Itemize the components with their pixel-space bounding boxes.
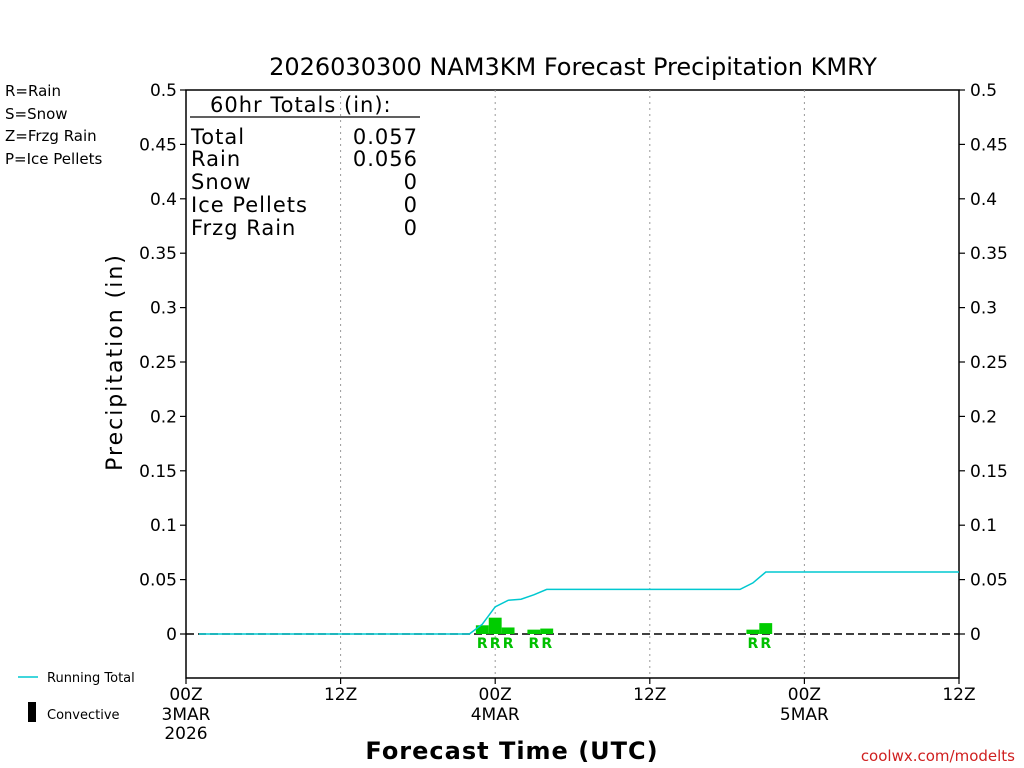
y-tick-label-right: 0.45 xyxy=(970,135,1008,155)
y-tick-label-left: 0.25 xyxy=(139,353,177,373)
y-tick-label-right: 0 xyxy=(970,625,981,645)
totals-value-frzg-rain: 0 xyxy=(404,216,418,240)
precip-bars xyxy=(475,617,773,634)
credit-text: coolwx.com/modelts xyxy=(861,747,1015,765)
x-tick-date: 3MAR xyxy=(162,705,211,725)
precip-bar xyxy=(527,629,541,634)
y-tick-label-right: 0.35 xyxy=(970,244,1008,264)
y-tick-label-right: 0.3 xyxy=(970,299,997,319)
plot-frame xyxy=(185,89,960,679)
y-tick-label-left: 0.05 xyxy=(139,571,177,591)
precip-type-label: R xyxy=(503,636,514,652)
y-axis-right: 0.5 0.45 0.4 0.35 0.3 0.25 0.2 0.15 0.1 0.05 0 xyxy=(959,81,1008,645)
y-tick-label-right: 0.4 xyxy=(970,190,997,210)
grid-lines xyxy=(340,90,805,678)
y-tick-label-right: 0.05 xyxy=(970,571,1008,591)
x-tick-label: 00Z xyxy=(788,685,821,705)
series-legend: Running Total Convective xyxy=(18,671,135,723)
y-tick-label-left: 0.15 xyxy=(139,462,177,482)
precip-bar xyxy=(540,628,554,634)
y-tick-label-left: 0.4 xyxy=(150,190,177,210)
x-tick-label: 00Z xyxy=(169,685,202,705)
totals-value-rain: 0.056 xyxy=(353,147,418,171)
y-tick-label-right: 0.5 xyxy=(970,81,997,101)
y-tick-label-right: 0.25 xyxy=(970,353,1008,373)
precip-bar xyxy=(501,627,515,634)
precip-bar xyxy=(759,623,773,634)
x-tick-label: 12Z xyxy=(324,685,357,705)
convective-swatch xyxy=(28,702,36,722)
y-tick-label-right: 0.15 xyxy=(970,462,1008,482)
x-tick-date: 4MAR xyxy=(471,705,520,725)
legend-rain: R=Rain xyxy=(5,82,61,100)
type-legend: R=Rain S=Snow Z=Frzg Rain P=Ice Pellets xyxy=(5,82,102,168)
y-tick-label-right: 0.1 xyxy=(970,516,997,536)
totals-value-snow: 0 xyxy=(404,170,418,194)
totals-label-total: Total xyxy=(190,125,245,149)
y-tick-label-left: 0 xyxy=(166,625,177,645)
x-tick-year: 2026 xyxy=(164,724,207,744)
totals-label-ice-pellets: Ice Pellets xyxy=(191,193,308,217)
precip-type-label: R xyxy=(541,636,552,652)
precip-type-label: R xyxy=(760,636,771,652)
precip-type-label: R xyxy=(528,636,539,652)
y-tick-label-left: 0.1 xyxy=(150,516,177,536)
y-tick-label-left: 0.2 xyxy=(150,407,177,427)
y-tick-label-left: 0.3 xyxy=(150,299,177,319)
x-tick-label: 12Z xyxy=(942,685,975,705)
running-total-legend-label: Running Total xyxy=(47,671,135,686)
y-axis-title: Precipitation (in) xyxy=(103,253,128,471)
x-axis-title: Forecast Time (UTC) xyxy=(365,737,658,765)
precip-type-label: R xyxy=(490,636,501,652)
y-tick-label-left: 0.5 xyxy=(150,81,177,101)
precip-type-label: R xyxy=(747,636,758,652)
y-tick-label-left: 0.45 xyxy=(139,135,177,155)
totals-label-rain: Rain xyxy=(191,147,241,171)
precip-bar xyxy=(475,625,489,634)
y-axis-left: 0.5 0.45 0.4 0.35 0.3 0.25 0.2 0.15 0.1 0.05 0 xyxy=(139,81,186,645)
totals-heading: 60hr Totals (in): xyxy=(210,93,392,117)
totals-value-total: 0.057 xyxy=(353,125,418,149)
x-tick-label: 12Z xyxy=(633,685,666,705)
precip-type-label: R xyxy=(477,636,488,652)
totals-label-frzg-rain: Frzg Rain xyxy=(191,216,296,240)
y-tick-label-left: 0.35 xyxy=(139,244,177,264)
precip-bar xyxy=(488,617,502,634)
totals-value-ice-pellets: 0 xyxy=(404,193,418,217)
convective-legend-label: Convective xyxy=(47,708,120,723)
running-total-line xyxy=(198,571,959,635)
legend-frzg-rain: Z=Frzg Rain xyxy=(5,127,97,145)
x-tick-date: 5MAR xyxy=(780,705,829,725)
legend-ice-pellets: P=Ice Pellets xyxy=(5,150,102,168)
x-tick-label: 00Z xyxy=(479,685,512,705)
chart-title: 2026030300 NAM3KM Forecast Precipitation… xyxy=(269,53,877,81)
precip-bar xyxy=(746,629,760,634)
y-tick-label-right: 0.2 xyxy=(970,407,997,427)
totals-box: 60hr Totals (in): Total 0.057 Rain 0.056… xyxy=(190,93,420,240)
legend-snow: S=Snow xyxy=(5,105,68,123)
totals-label-snow: Snow xyxy=(191,170,252,194)
